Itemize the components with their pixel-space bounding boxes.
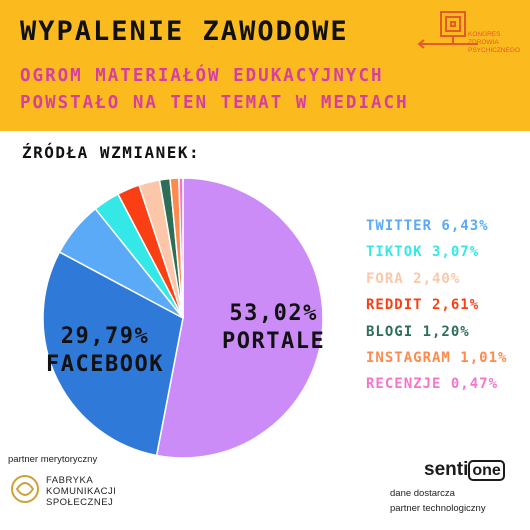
portale-percent: 53,02% xyxy=(229,301,318,326)
facebook-name: FACEBOOK xyxy=(46,352,164,377)
portale-name: PORTALE xyxy=(222,329,326,354)
fks-logo-icon xyxy=(11,475,39,503)
sentione-logo: senti one xyxy=(424,459,505,481)
partner-label: partner merytoryczny xyxy=(8,454,98,465)
logo-text-1: KONGRES xyxy=(468,31,501,38)
legend-item-reddit: REDDIT 2,61% xyxy=(366,297,480,314)
provider-line-2: partner technologiczny xyxy=(390,503,486,514)
pie-slice-facebook xyxy=(42,251,184,457)
subtitle-line-1: OGROM MATERIAŁÓW EDUKACYJNYCH xyxy=(20,66,384,86)
subtitle-line-2: POWSTAŁO NA TEN TEMAT W MEDIACH xyxy=(20,93,409,113)
fks-logo-text: FABRYKA KOMUNIKACJI SPOŁECZNEJ xyxy=(46,475,116,508)
sources-heading: ŹRÓDŁA WZMIANEK: xyxy=(22,143,201,162)
fks-line-3: SPOŁECZNEJ xyxy=(46,497,114,508)
legend-item-blogi: BLOGI 1,20% xyxy=(366,323,470,340)
one-text: one xyxy=(468,460,505,481)
pie-slice-portale xyxy=(155,177,324,459)
legend-item-twitter: TWITTER 6,43% xyxy=(366,218,489,234)
pie-slice-recenzje xyxy=(178,177,184,319)
fks-line-1: FABRYKA xyxy=(46,475,94,486)
legend-item-instagram: INSTAGRAM 1,01% xyxy=(366,350,508,366)
logo-text-3: PSYCHICZNEGO xyxy=(468,47,521,54)
facebook-label: 29,79% FACEBOOK xyxy=(46,323,164,379)
fks-line-2: KOMUNIKACJI xyxy=(46,486,117,497)
senti-text: senti xyxy=(424,459,469,480)
legend-item-tiktok: TIKTOK 3,07% xyxy=(366,244,480,261)
legend-item-fora: FORA 2,40% xyxy=(366,270,461,287)
page-title: WYPALENIE ZAWODOWE xyxy=(20,16,349,47)
portale-label: 53,02% PORTALE xyxy=(222,300,325,356)
provider-line-1: dane dostarcza xyxy=(390,488,455,499)
kongres-logo-icon xyxy=(417,11,478,49)
legend-item-recenzje: RECENZJE 0,47% xyxy=(366,376,499,393)
logo-text-2: ZDROWIA xyxy=(468,39,499,46)
facebook-percent: 29,79% xyxy=(60,324,150,349)
